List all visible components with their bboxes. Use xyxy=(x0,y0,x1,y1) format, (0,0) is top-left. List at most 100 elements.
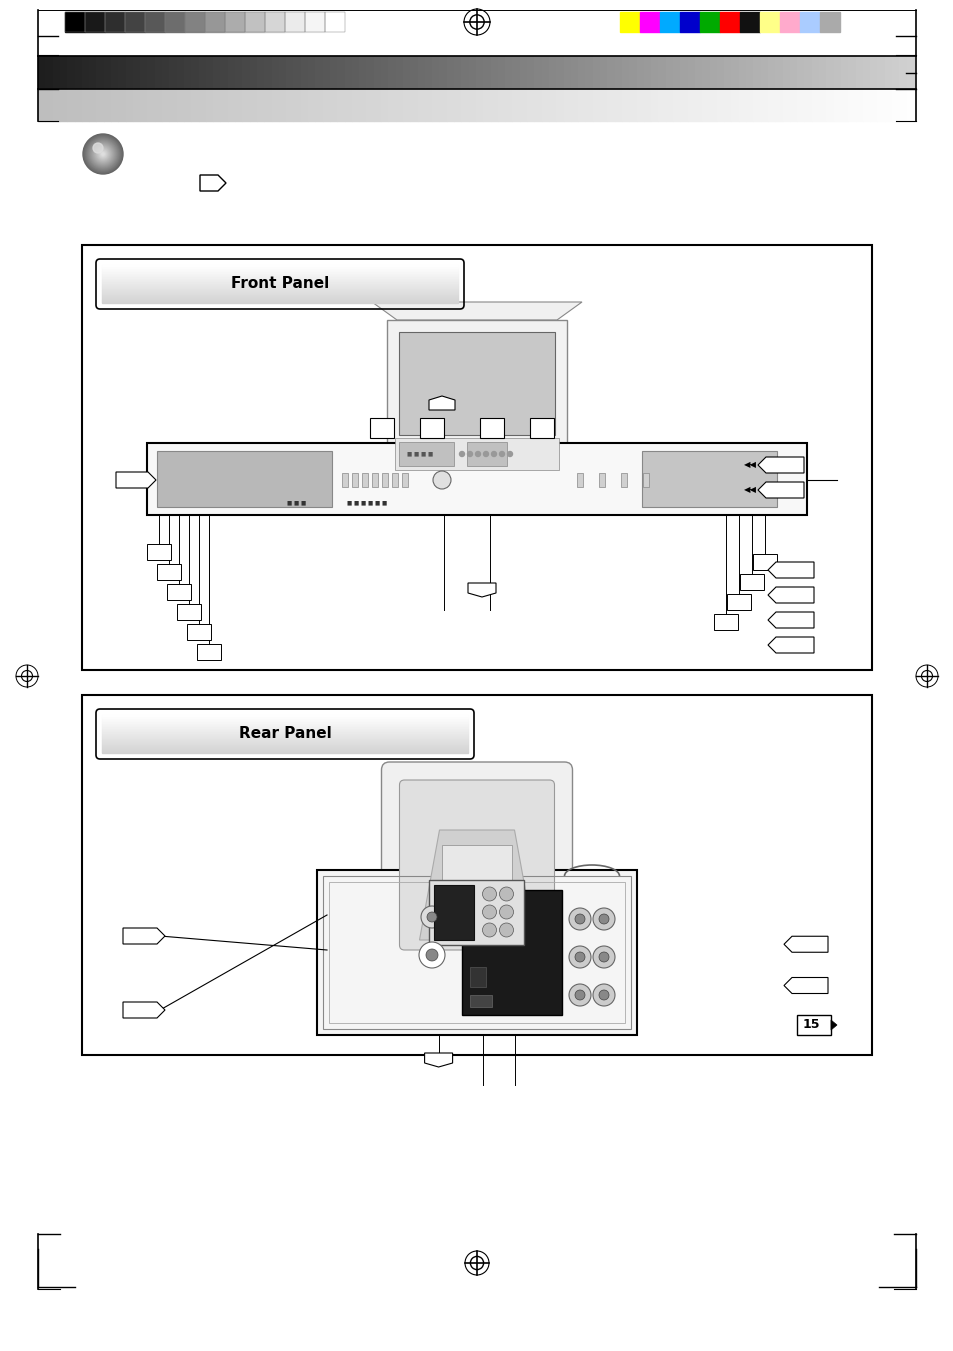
Bar xyxy=(359,89,366,122)
Circle shape xyxy=(593,908,615,929)
Bar xyxy=(184,55,192,89)
Bar xyxy=(803,89,811,122)
Bar xyxy=(833,55,841,89)
Bar xyxy=(753,89,760,122)
Bar xyxy=(105,12,125,32)
Bar xyxy=(176,89,184,122)
Bar xyxy=(534,89,541,122)
Bar xyxy=(883,89,891,122)
Bar xyxy=(272,55,278,89)
Bar xyxy=(398,332,555,435)
Bar xyxy=(245,12,265,32)
Polygon shape xyxy=(783,978,827,993)
Bar xyxy=(432,89,439,122)
Bar xyxy=(599,55,607,89)
Bar xyxy=(752,554,776,570)
Circle shape xyxy=(575,915,584,924)
Bar xyxy=(111,55,118,89)
Bar xyxy=(833,89,841,122)
Bar xyxy=(556,89,563,122)
Bar xyxy=(534,55,541,89)
Bar xyxy=(641,451,776,507)
Bar xyxy=(614,55,621,89)
Bar xyxy=(286,89,294,122)
Bar xyxy=(530,417,554,438)
Bar xyxy=(497,89,505,122)
Bar xyxy=(607,55,614,89)
Circle shape xyxy=(426,948,437,961)
Bar xyxy=(570,55,578,89)
Bar xyxy=(512,55,519,89)
Bar xyxy=(467,442,506,466)
Circle shape xyxy=(482,923,496,938)
Bar xyxy=(738,89,745,122)
Circle shape xyxy=(433,471,451,489)
Bar xyxy=(85,12,105,32)
Bar xyxy=(89,55,96,89)
Bar xyxy=(322,55,330,89)
Circle shape xyxy=(420,907,442,928)
Bar xyxy=(796,1015,830,1035)
Circle shape xyxy=(101,153,105,155)
Circle shape xyxy=(95,146,111,162)
Bar xyxy=(497,55,505,89)
Bar xyxy=(148,55,154,89)
Bar xyxy=(434,885,474,940)
Bar xyxy=(877,55,883,89)
Bar xyxy=(797,89,803,122)
Bar xyxy=(402,89,410,122)
Bar xyxy=(322,89,330,122)
Polygon shape xyxy=(424,1052,452,1067)
Bar xyxy=(659,12,679,32)
Bar xyxy=(104,55,111,89)
Bar xyxy=(417,89,424,122)
Bar xyxy=(803,55,811,89)
Bar xyxy=(819,89,825,122)
Bar xyxy=(775,89,781,122)
Bar xyxy=(869,89,877,122)
Bar xyxy=(220,55,228,89)
Bar xyxy=(891,89,899,122)
Bar xyxy=(731,89,738,122)
Bar xyxy=(454,55,461,89)
Bar xyxy=(599,89,607,122)
Polygon shape xyxy=(767,612,813,628)
Bar xyxy=(490,55,497,89)
Bar xyxy=(213,89,220,122)
Circle shape xyxy=(86,136,120,172)
Bar xyxy=(242,55,250,89)
Bar xyxy=(483,55,490,89)
Bar xyxy=(337,55,344,89)
Bar xyxy=(372,473,377,486)
Bar xyxy=(45,55,52,89)
Bar xyxy=(145,12,165,32)
Polygon shape xyxy=(123,928,165,944)
Bar xyxy=(592,89,599,122)
Circle shape xyxy=(100,151,106,157)
Bar xyxy=(125,12,145,32)
Bar xyxy=(225,12,245,32)
Bar xyxy=(701,89,709,122)
Bar xyxy=(206,89,213,122)
Bar xyxy=(316,870,637,1035)
Bar xyxy=(165,12,185,32)
Bar xyxy=(468,55,476,89)
Bar xyxy=(800,12,820,32)
Bar xyxy=(265,12,285,32)
Bar xyxy=(505,55,512,89)
Circle shape xyxy=(83,134,123,174)
Circle shape xyxy=(593,946,615,969)
Circle shape xyxy=(507,451,512,457)
Circle shape xyxy=(88,139,118,169)
Bar xyxy=(205,12,225,32)
Bar xyxy=(541,55,548,89)
Text: 15: 15 xyxy=(801,1019,819,1032)
Bar xyxy=(636,55,643,89)
Circle shape xyxy=(483,451,488,457)
Bar xyxy=(337,89,344,122)
Bar xyxy=(225,12,245,32)
Polygon shape xyxy=(468,584,496,597)
Bar xyxy=(767,89,775,122)
Bar xyxy=(424,89,432,122)
Bar xyxy=(206,55,213,89)
